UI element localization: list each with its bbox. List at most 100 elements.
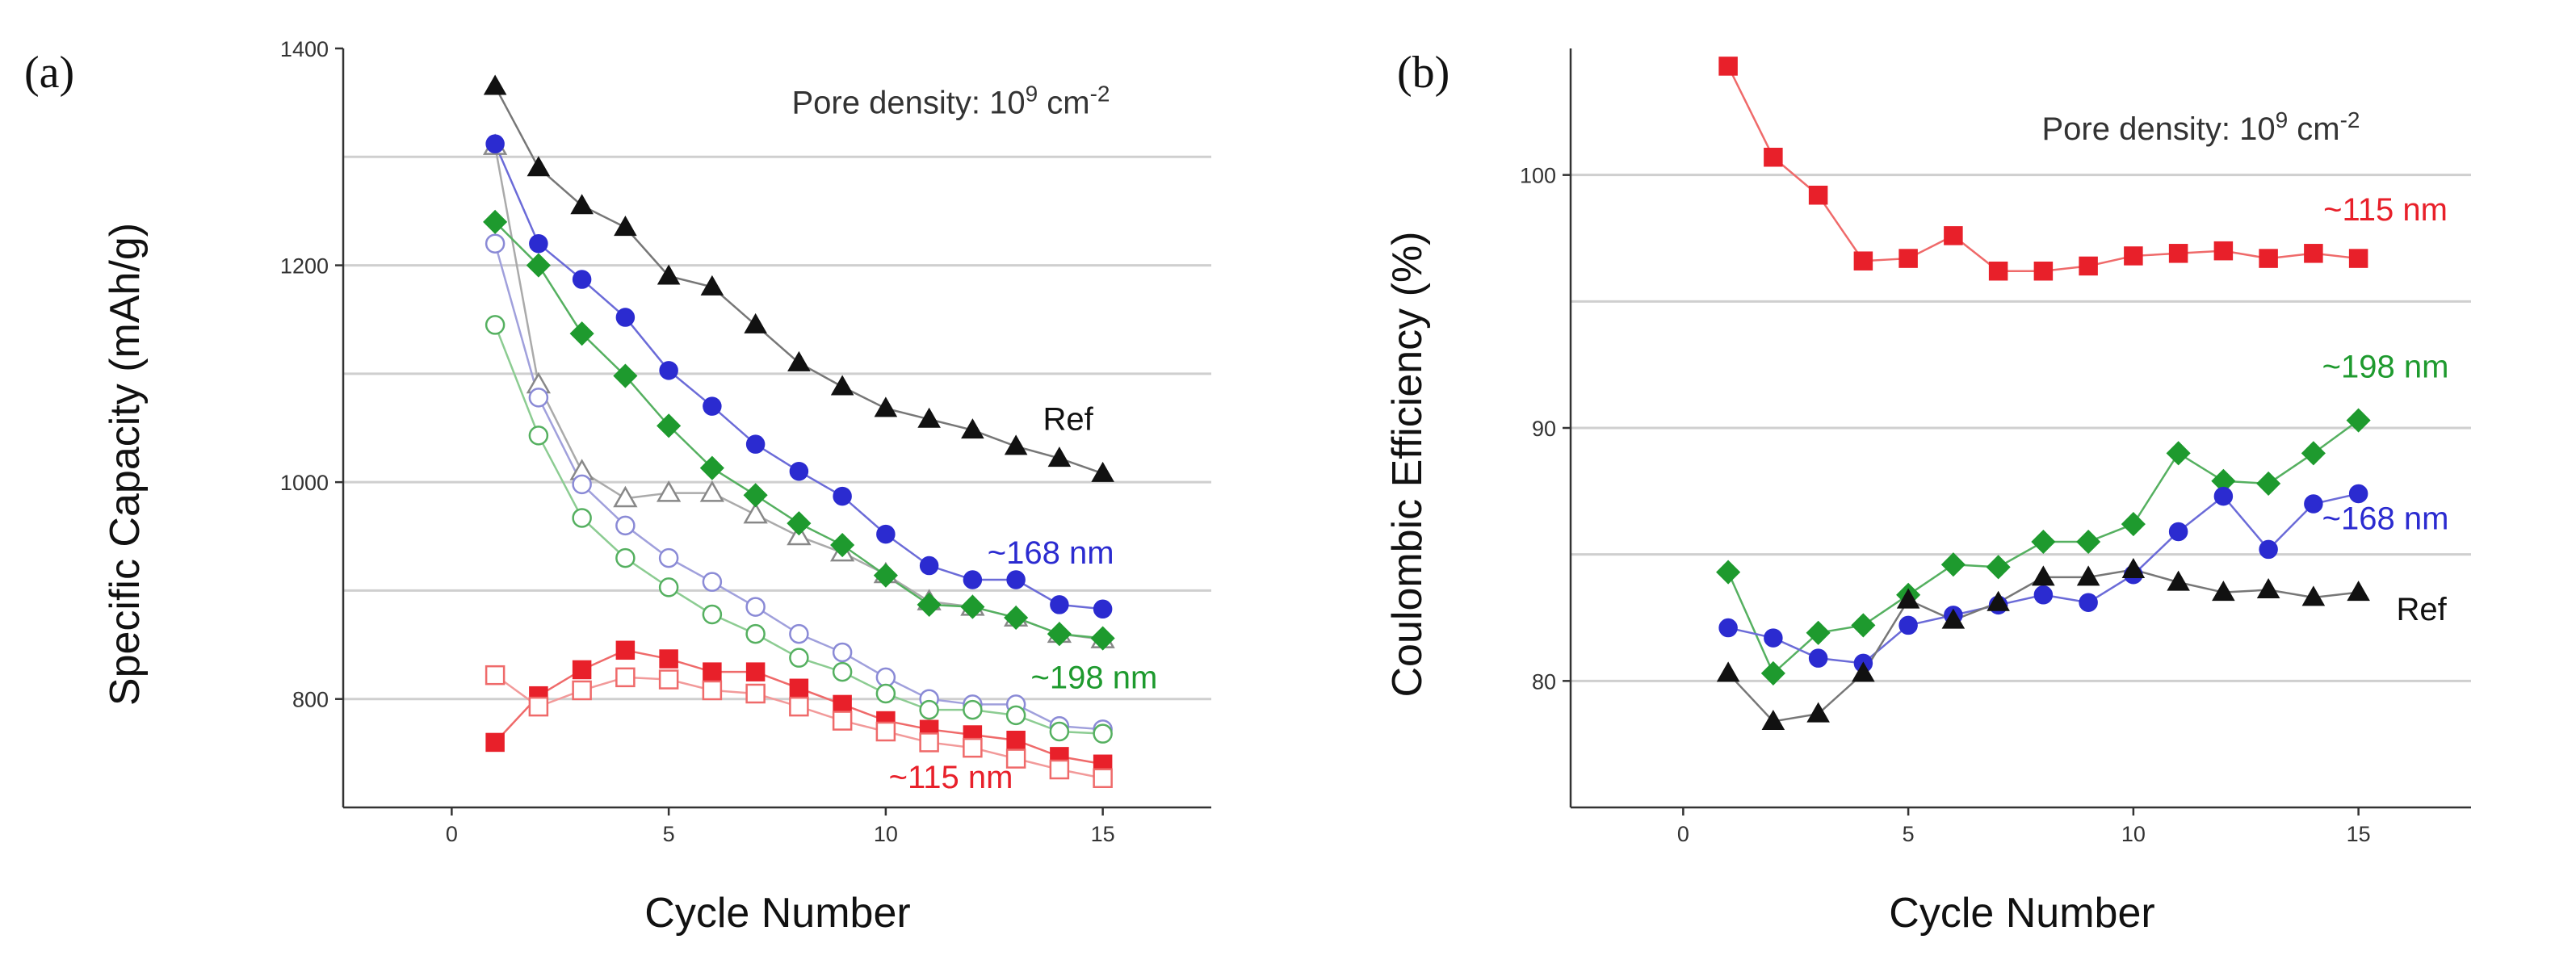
data-point (1006, 730, 1026, 750)
data-point (1718, 618, 1738, 638)
data-point (572, 680, 592, 701)
data-point (876, 524, 896, 544)
data-point (615, 667, 636, 688)
panel-b: (b) 0 5 10 15 80 90 100 Cycle Number Coulombic… (1384, 48, 2471, 937)
series-label: ~115 nm (2323, 192, 2448, 228)
data-point (1851, 613, 1876, 638)
data-point (917, 592, 942, 617)
data-point (2079, 256, 2098, 276)
data-point (2033, 585, 2054, 605)
x-tick-label: 15 (2347, 822, 2371, 846)
panel-b-label: (b) (1397, 48, 1450, 98)
data-point (1093, 768, 1113, 788)
data-point (1987, 590, 2010, 611)
data-point (919, 732, 939, 753)
panel-b-x-axis-title: Cycle Number (1889, 890, 2154, 937)
data-point (572, 660, 592, 680)
data-point (485, 134, 505, 153)
data-point (963, 570, 983, 589)
data-point (2256, 578, 2280, 599)
series-label: ~115 nm (889, 760, 1013, 795)
data-point (745, 683, 766, 704)
panel-b-axes (1563, 48, 2471, 816)
data-point (832, 661, 853, 682)
data-point (615, 515, 636, 536)
data-point (659, 649, 678, 669)
data-point (832, 642, 853, 663)
data-point (2348, 249, 2368, 268)
data-point (787, 511, 812, 536)
annotation-unit: cm (2288, 111, 2339, 147)
annotation-unit: cm (1038, 86, 1089, 121)
annotation-text: Pore density: 10 (2042, 111, 2276, 147)
data-point (2032, 565, 2055, 586)
x-tick-label: 15 (1091, 822, 1115, 846)
data-point (2166, 441, 2191, 466)
data-point (1806, 620, 1831, 645)
data-point (1093, 723, 1113, 744)
annotation-unit-exponent: -2 (2340, 107, 2360, 132)
x-tick-label: 5 (663, 822, 675, 846)
data-point (789, 678, 809, 698)
data-point (570, 194, 594, 215)
data-point (1940, 552, 1966, 577)
panel-a-tick-labels: 0 5 10 15 800 1000 1200 1400 (280, 37, 1115, 846)
data-point (1898, 249, 1918, 268)
data-point (1090, 626, 1115, 651)
data-point (1093, 599, 1113, 619)
data-point (745, 434, 766, 454)
data-point (569, 321, 594, 346)
data-point (963, 737, 983, 758)
x-tick-label: 10 (2121, 822, 2146, 846)
series-label: Ref (2397, 592, 2448, 627)
panel-a-gridlines (343, 155, 1211, 701)
data-point (1944, 226, 1963, 245)
series-label: ~198 nm (1030, 660, 1157, 695)
data-point (656, 480, 682, 502)
data-point (615, 308, 636, 327)
data-point (1896, 588, 1920, 609)
data-point (745, 623, 766, 644)
annotation-exponent: 9 (2276, 107, 2289, 132)
data-point (529, 233, 548, 254)
data-point (830, 375, 854, 396)
data-point (1718, 57, 1738, 76)
data-point (483, 74, 507, 95)
data-point (1941, 608, 1966, 629)
data-point (2076, 529, 2101, 555)
panel-a-y-axis-title: Specific Capacity (mAh/g) (102, 223, 149, 706)
data-point (702, 680, 723, 701)
data-point (1004, 434, 1028, 455)
data-point (1761, 709, 1785, 730)
data-point (2304, 494, 2323, 514)
data-point (2213, 486, 2234, 506)
data-point (613, 485, 638, 508)
data-point (2346, 408, 2371, 433)
data-point (833, 694, 852, 715)
data-point (1808, 648, 1828, 668)
data-point (960, 594, 985, 619)
annotation-text: Pore density: 10 (792, 86, 1026, 121)
y-tick-label: 90 (1532, 417, 1556, 441)
panel-a-series-labels: Ref ~168 nm ~198 nm ~115 nm (889, 402, 1158, 795)
data-point (2033, 261, 2054, 281)
data-point (2076, 565, 2100, 586)
y-tick-label: 100 (1520, 164, 1556, 188)
data-point (917, 407, 941, 428)
data-point (528, 696, 549, 717)
panel-a-label: (a) (24, 48, 74, 98)
series-label: ~168 nm (2322, 501, 2449, 536)
y-tick-label: 1000 (280, 471, 329, 495)
data-point (2168, 522, 2188, 542)
data-point (1898, 615, 1918, 635)
data-point (1986, 555, 2011, 580)
data-point (1049, 759, 1070, 780)
data-point (1005, 705, 1026, 726)
data-point (2256, 471, 2281, 496)
data-point (833, 486, 852, 506)
data-point (1988, 261, 2008, 281)
data-point (875, 683, 896, 704)
data-point (789, 648, 809, 668)
data-point (483, 209, 508, 234)
